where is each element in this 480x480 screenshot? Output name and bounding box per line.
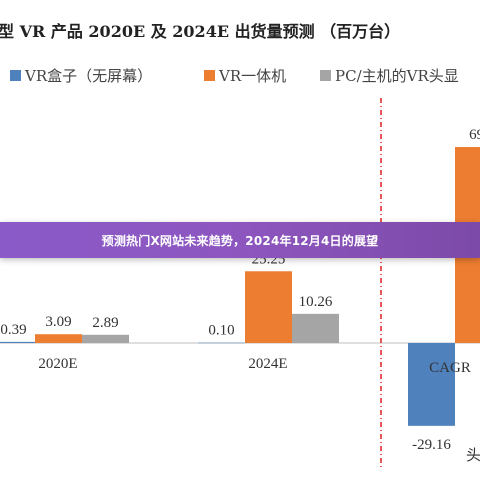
legend-swatch-2 bbox=[320, 70, 331, 81]
category-label-1: 2024E bbox=[248, 356, 287, 372]
legend: VR盒子（无屏幕） VR一体机 PC/主机的VR头显 bbox=[10, 67, 459, 85]
value-label-2024E-2: 10.26 bbox=[299, 294, 333, 310]
bar-2020E-2 bbox=[82, 334, 129, 343]
partial-text: 头 bbox=[466, 447, 480, 464]
bar-2024E-1 bbox=[245, 271, 292, 343]
value-label-2020E-2: 2.89 bbox=[92, 315, 118, 331]
bar-2020E-1 bbox=[35, 334, 82, 343]
bars bbox=[0, 147, 480, 426]
legend-label-0: VR盒子（无屏幕） bbox=[24, 67, 152, 85]
value-label-CAGR-1: 69. bbox=[469, 127, 480, 143]
bar-2020E-0 bbox=[0, 341, 37, 343]
banner-text: 预测热门X网站未来趋势，2024年12月4日的展望 bbox=[101, 233, 379, 248]
bar-2024E-2 bbox=[292, 313, 339, 343]
news-banner[interactable]: 预测热门X网站未来趋势，2024年12月4日的展望 bbox=[0, 222, 480, 258]
value-label-2024E-0: 0.10 bbox=[208, 323, 234, 339]
legend-label-1: VR一体机 bbox=[218, 67, 286, 85]
value-label-2020E-0: 0.39 bbox=[0, 322, 26, 338]
value-label-CAGR-0: -29.16 bbox=[412, 437, 451, 453]
legend-swatch-0 bbox=[10, 70, 21, 81]
value-label-2020E-1: 3.09 bbox=[45, 314, 71, 330]
legend-label-2: PC/主机的VR头显 bbox=[335, 67, 459, 85]
category-label-0: 2020E bbox=[38, 356, 77, 372]
bar-2024E-0 bbox=[198, 342, 245, 344]
legend-swatch-1 bbox=[204, 70, 215, 81]
bar-CAGR-0 bbox=[408, 343, 455, 426]
chart-title: 型 VR 产品 2020E 及 2024E 出货量预测 （百万台） bbox=[0, 22, 400, 41]
category-label-2: CAGR bbox=[429, 360, 471, 376]
category-labels: 2020E 2024E CAGR bbox=[38, 356, 470, 376]
